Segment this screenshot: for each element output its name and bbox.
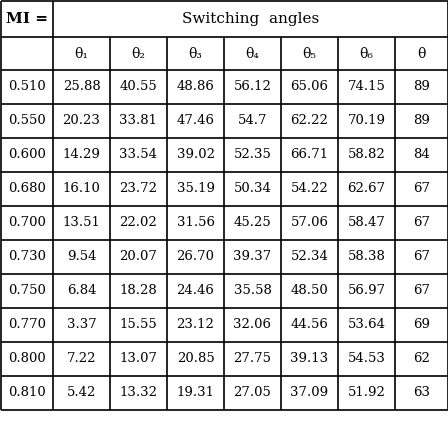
Text: 67: 67 <box>413 182 430 195</box>
Text: 0.770: 0.770 <box>8 319 46 332</box>
Text: 20.85: 20.85 <box>177 352 215 365</box>
Text: 22.02: 22.02 <box>120 216 157 230</box>
Text: 23.72: 23.72 <box>120 182 158 195</box>
Text: 69: 69 <box>413 319 430 332</box>
Text: θ₁: θ₁ <box>74 46 88 60</box>
Text: 56.97: 56.97 <box>348 284 386 298</box>
Text: 57.06: 57.06 <box>290 216 328 230</box>
Text: 0.600: 0.600 <box>8 149 46 162</box>
Text: 0.700: 0.700 <box>8 216 46 230</box>
Text: 37.09: 37.09 <box>290 387 328 400</box>
Text: 0.800: 0.800 <box>8 352 46 365</box>
Text: θ₂: θ₂ <box>132 46 146 60</box>
Text: 50.34: 50.34 <box>233 182 271 195</box>
Text: Switching  angles: Switching angles <box>182 12 319 26</box>
Text: 51.92: 51.92 <box>348 387 385 400</box>
Text: 39.13: 39.13 <box>290 352 328 365</box>
Text: 58.47: 58.47 <box>348 216 385 230</box>
Text: 14.29: 14.29 <box>63 149 100 162</box>
Text: 39.37: 39.37 <box>233 251 271 263</box>
Text: 27.75: 27.75 <box>233 352 271 365</box>
Text: 15.55: 15.55 <box>120 319 157 332</box>
Text: 54.7: 54.7 <box>238 114 267 127</box>
Text: 0.550: 0.550 <box>8 114 46 127</box>
Text: 0.750: 0.750 <box>8 284 46 298</box>
Text: 48.50: 48.50 <box>291 284 328 298</box>
Text: 56.12: 56.12 <box>233 81 271 94</box>
Text: 45.25: 45.25 <box>233 216 271 230</box>
Text: 27.05: 27.05 <box>233 387 271 400</box>
Text: 52.34: 52.34 <box>291 251 328 263</box>
Text: 26.70: 26.70 <box>177 251 215 263</box>
Text: θ₆: θ₆ <box>360 46 374 60</box>
Text: 18.28: 18.28 <box>120 284 157 298</box>
Text: 44.56: 44.56 <box>291 319 328 332</box>
Text: 48.86: 48.86 <box>177 81 215 94</box>
Text: 16.10: 16.10 <box>63 182 100 195</box>
Text: 66.71: 66.71 <box>290 149 328 162</box>
Text: 52.35: 52.35 <box>233 149 271 162</box>
Text: 6.84: 6.84 <box>67 284 96 298</box>
Text: θ₄: θ₄ <box>246 46 259 60</box>
Text: 0.810: 0.810 <box>8 387 46 400</box>
Text: 53.64: 53.64 <box>348 319 385 332</box>
Text: 89: 89 <box>413 114 430 127</box>
Text: 0.680: 0.680 <box>8 182 46 195</box>
Text: 40.55: 40.55 <box>120 81 157 94</box>
Text: 32.06: 32.06 <box>233 319 271 332</box>
Text: 67: 67 <box>413 251 430 263</box>
Text: 54.53: 54.53 <box>348 352 385 365</box>
Text: 63: 63 <box>413 387 430 400</box>
Text: 33.81: 33.81 <box>120 114 158 127</box>
Text: 39.02: 39.02 <box>177 149 215 162</box>
Text: 20.07: 20.07 <box>120 251 157 263</box>
Text: MI =: MI = <box>6 12 48 26</box>
Text: 67: 67 <box>413 284 430 298</box>
Text: θ: θ <box>418 46 426 60</box>
Text: 33.54: 33.54 <box>120 149 158 162</box>
Text: 47.46: 47.46 <box>177 114 215 127</box>
Text: 19.31: 19.31 <box>177 387 215 400</box>
Text: 58.82: 58.82 <box>348 149 385 162</box>
Text: 5.42: 5.42 <box>67 387 96 400</box>
Text: 35.19: 35.19 <box>177 182 215 195</box>
Text: 0.510: 0.510 <box>8 81 46 94</box>
Text: θ₅: θ₅ <box>302 46 316 60</box>
Text: 62: 62 <box>413 352 430 365</box>
Text: 70.19: 70.19 <box>348 114 385 127</box>
Text: 23.12: 23.12 <box>177 319 215 332</box>
Text: 35.58: 35.58 <box>233 284 271 298</box>
Text: 65.06: 65.06 <box>290 81 328 94</box>
Text: 89: 89 <box>413 81 430 94</box>
Text: 0.730: 0.730 <box>8 251 46 263</box>
Text: 54.22: 54.22 <box>291 182 328 195</box>
Text: θ₃: θ₃ <box>189 46 202 60</box>
Text: 24.46: 24.46 <box>177 284 215 298</box>
Text: 25.88: 25.88 <box>63 81 100 94</box>
Text: 74.15: 74.15 <box>348 81 385 94</box>
Text: 9.54: 9.54 <box>67 251 96 263</box>
Text: 84: 84 <box>413 149 430 162</box>
Text: 31.56: 31.56 <box>177 216 215 230</box>
Text: 62.67: 62.67 <box>348 182 386 195</box>
Text: 7.22: 7.22 <box>67 352 96 365</box>
Text: 3.37: 3.37 <box>67 319 96 332</box>
Text: 58.38: 58.38 <box>348 251 385 263</box>
Text: 67: 67 <box>413 216 430 230</box>
Text: 20.23: 20.23 <box>63 114 100 127</box>
Text: 13.07: 13.07 <box>120 352 158 365</box>
Text: 62.22: 62.22 <box>291 114 328 127</box>
Text: 13.32: 13.32 <box>120 387 158 400</box>
Text: 13.51: 13.51 <box>63 216 100 230</box>
